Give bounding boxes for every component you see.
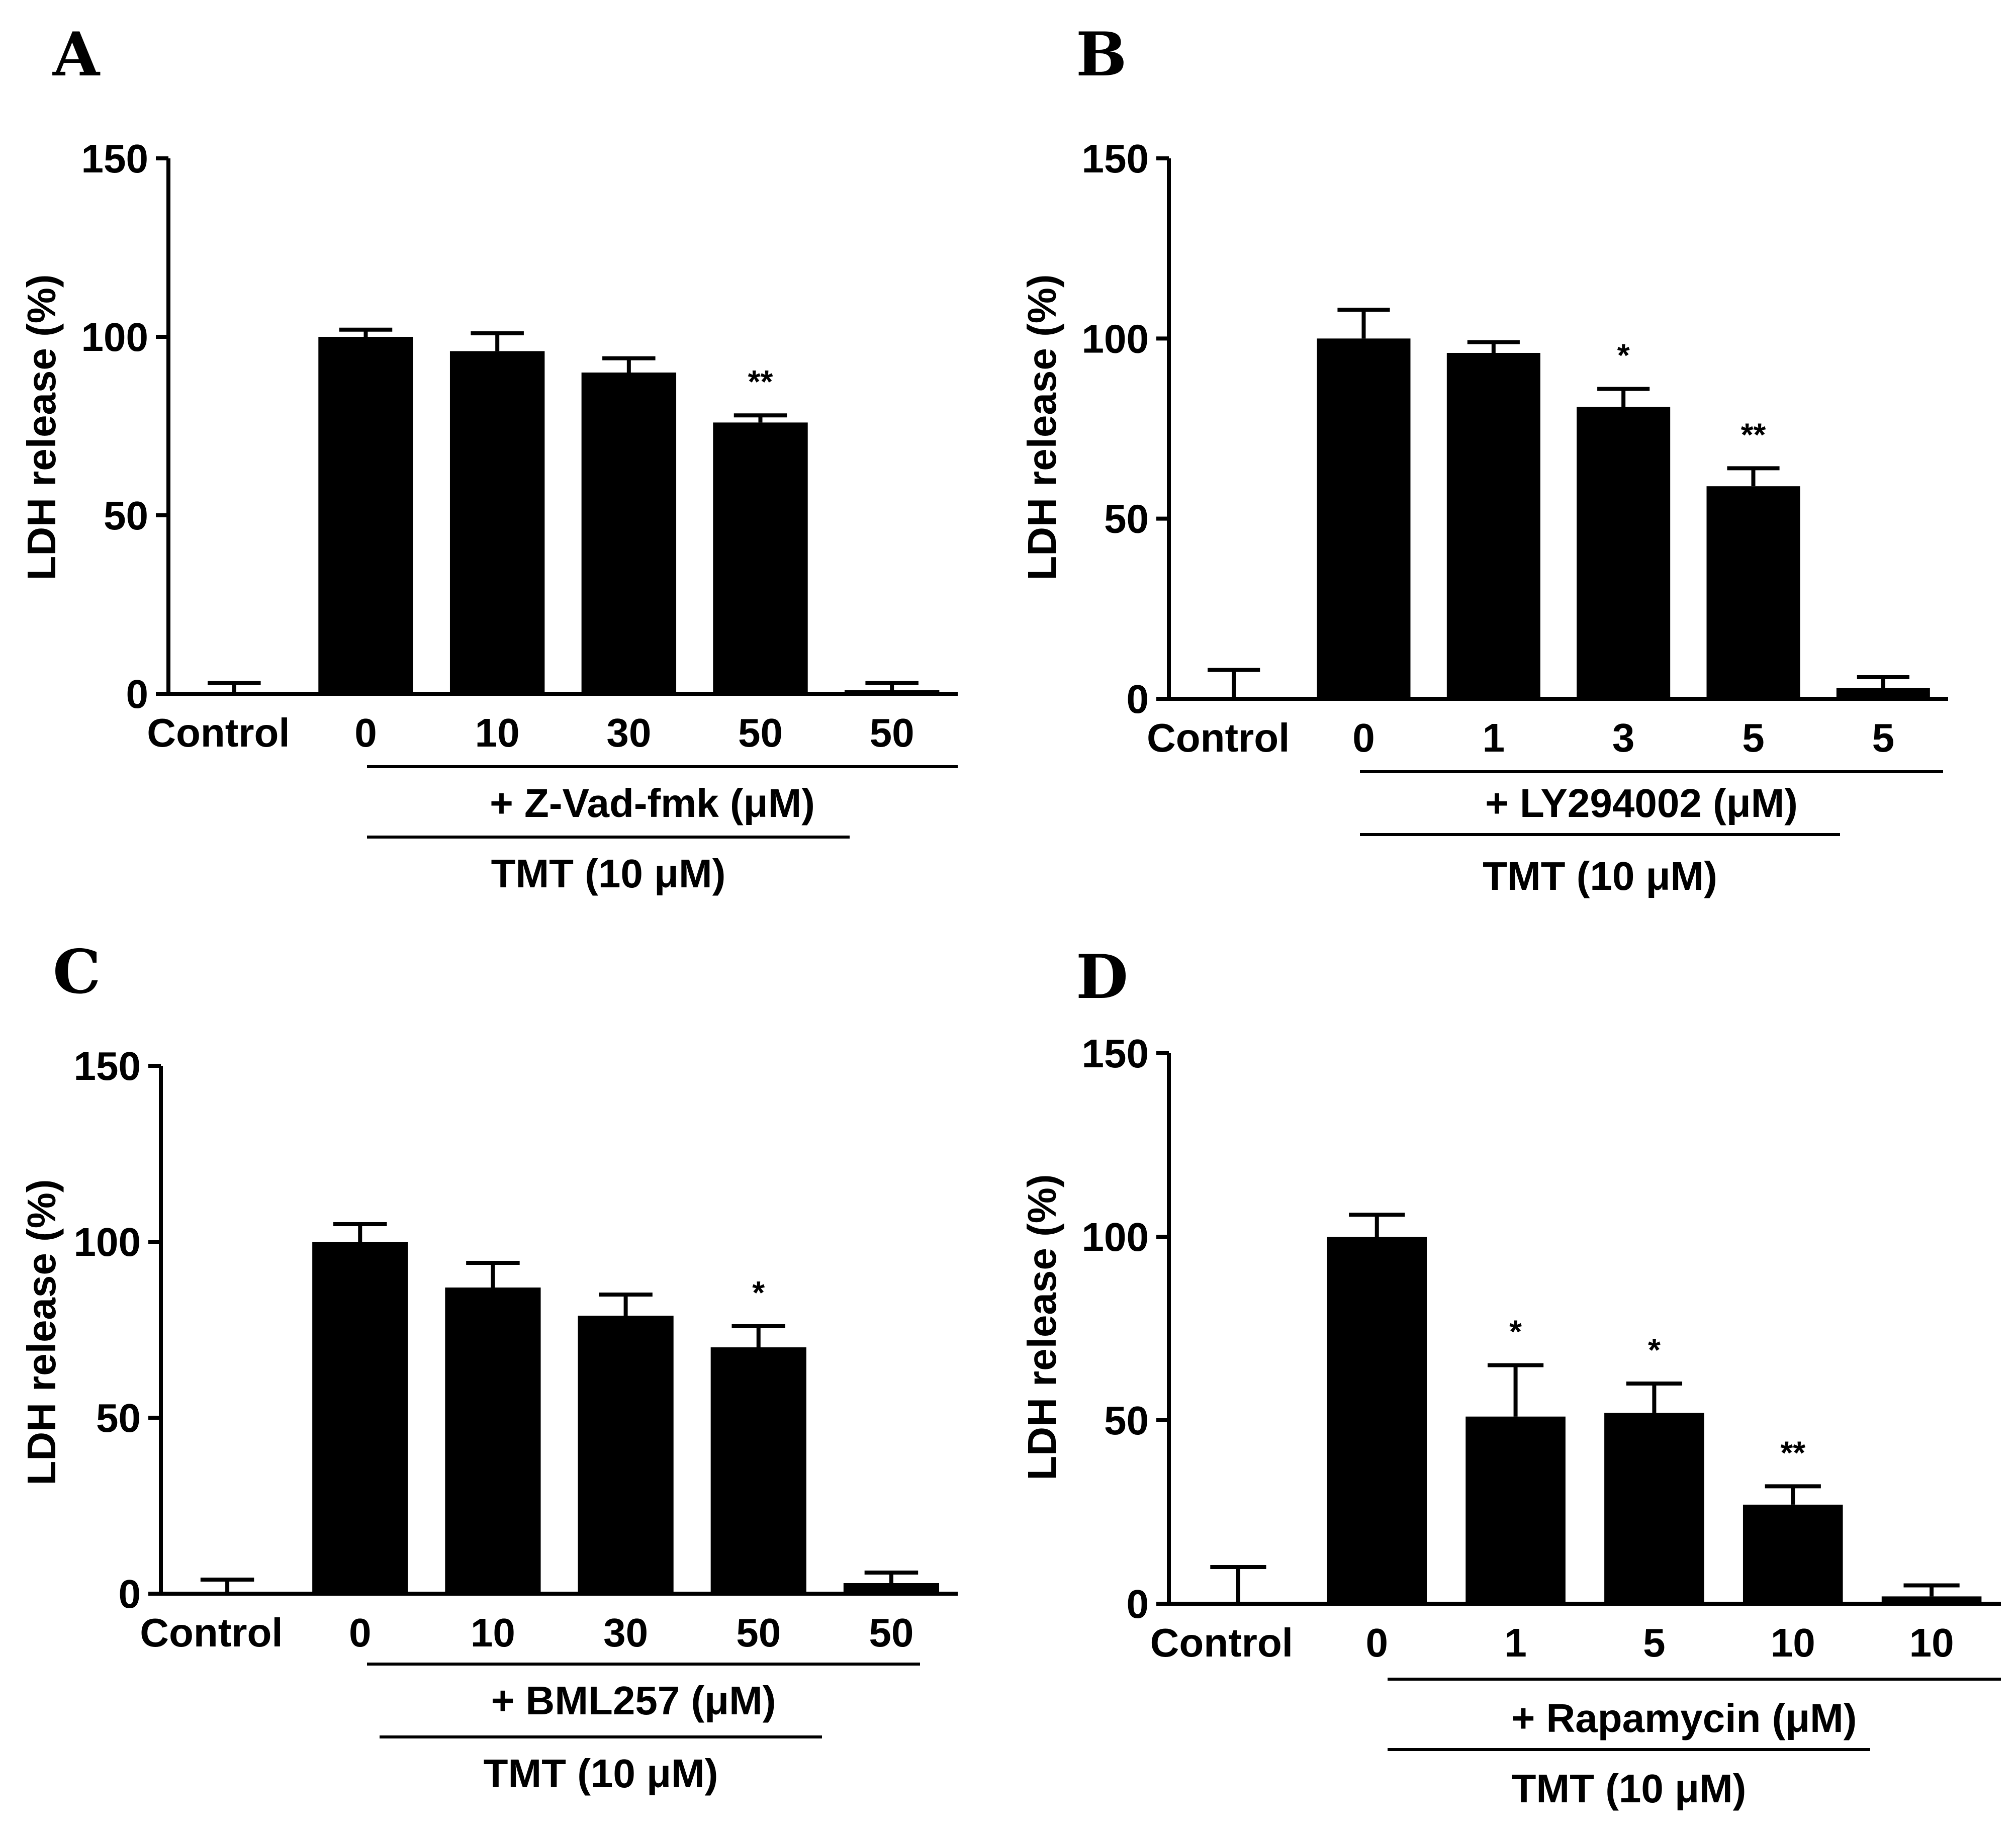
significance-marker: **: [748, 363, 773, 400]
y-tick-label: 100: [1082, 1215, 1149, 1259]
significance-marker: **: [1780, 1434, 1805, 1471]
category-label: 5: [1643, 1620, 1666, 1665]
category-label: 3: [1612, 715, 1635, 760]
y-axis-label: LDH release (%): [1020, 1174, 1064, 1480]
y-tick-label: 0: [1127, 1582, 1149, 1626]
category-label: 0: [1366, 1620, 1389, 1665]
bar: [843, 1583, 940, 1594]
category-label: 10: [1771, 1620, 1815, 1665]
significance-marker: *: [1617, 337, 1630, 374]
category-label: 50: [870, 710, 914, 755]
y-tick-label: 100: [1082, 316, 1149, 361]
bar: [1577, 407, 1671, 699]
category-label: 50: [736, 1610, 781, 1655]
inhibitor-label: + BML257 (μM): [491, 1678, 776, 1723]
panel-letter: B: [1076, 19, 1127, 90]
category-label: 50: [869, 1610, 913, 1655]
bar: [578, 1316, 674, 1594]
inhibitor-label: + LY294002 (μM): [1485, 781, 1798, 825]
category-label: 5: [1872, 715, 1895, 760]
bar: [1446, 353, 1540, 699]
treatment-label: TMT (10 μM): [1483, 854, 1717, 898]
treatment-label: TMT (10 μM): [1512, 1766, 1747, 1811]
y-tick-label: 50: [96, 1396, 141, 1440]
bar: [1836, 688, 1930, 699]
category-label: Control: [147, 710, 290, 755]
y-tick-label: 100: [74, 1220, 141, 1264]
bar: [713, 422, 808, 694]
category-label: 10: [471, 1610, 515, 1655]
y-axis-label: LDH release (%): [1020, 274, 1064, 580]
category-label: 0: [354, 710, 377, 755]
y-tick-label: 150: [81, 136, 148, 181]
significance-marker: *: [1509, 1314, 1522, 1350]
bar: [1881, 1596, 1982, 1604]
significance-marker: **: [1741, 416, 1766, 452]
bar: [710, 1347, 806, 1594]
y-tick-label: 50: [104, 493, 148, 538]
bar: [844, 690, 940, 694]
category-label: Control: [1147, 715, 1290, 760]
category-label: 1: [1504, 1620, 1527, 1665]
y-tick-label: 150: [74, 1044, 141, 1088]
panel-letter: A: [52, 19, 101, 90]
treatment-label: TMT (10 μM): [491, 851, 726, 896]
panel-letter: C: [53, 937, 101, 1007]
inhibitor-label: + Z-Vad-fmk (μM): [490, 781, 815, 825]
category-label: 0: [1352, 715, 1375, 760]
category-label: 10: [1909, 1620, 1954, 1665]
bar: [312, 1242, 408, 1594]
y-axis-label: LDH release (%): [19, 1179, 64, 1485]
y-tick-label: 50: [1104, 1398, 1149, 1443]
bar: [581, 373, 677, 694]
bar: [1465, 1416, 1566, 1604]
y-tick-label: 100: [81, 315, 148, 359]
y-tick-label: 150: [1082, 1031, 1149, 1076]
category-label: Control: [1150, 1620, 1293, 1665]
significance-marker: *: [752, 1274, 765, 1311]
y-tick-label: 0: [119, 1572, 141, 1616]
category-label: 50: [738, 710, 783, 755]
category-label: 30: [606, 710, 651, 755]
category-label: 1: [1483, 715, 1505, 760]
bar: [1706, 486, 1800, 699]
bar: [449, 351, 545, 694]
category-label: 10: [475, 710, 520, 755]
category-label: 30: [603, 1610, 648, 1655]
y-axis-label: LDH release (%): [19, 274, 64, 580]
category-label: 5: [1742, 715, 1765, 760]
y-tick-label: 150: [1082, 136, 1149, 181]
inhibitor-label: + Rapamycin (μM): [1512, 1696, 1857, 1740]
bar: [318, 337, 413, 694]
bar: [445, 1288, 541, 1594]
bar: [1604, 1413, 1704, 1604]
significance-marker: *: [1648, 1332, 1661, 1368]
category-label: 0: [349, 1610, 372, 1655]
bar: [1743, 1504, 1843, 1604]
bar: [1327, 1237, 1427, 1604]
y-tick-label: 50: [1104, 497, 1149, 541]
y-tick-label: 0: [1127, 677, 1149, 721]
panel-letter: D: [1076, 942, 1128, 1013]
category-label: Control: [140, 1610, 283, 1655]
bar: [1317, 338, 1411, 699]
treatment-label: TMT (10 μM): [484, 1751, 718, 1796]
y-tick-label: 0: [126, 672, 149, 716]
